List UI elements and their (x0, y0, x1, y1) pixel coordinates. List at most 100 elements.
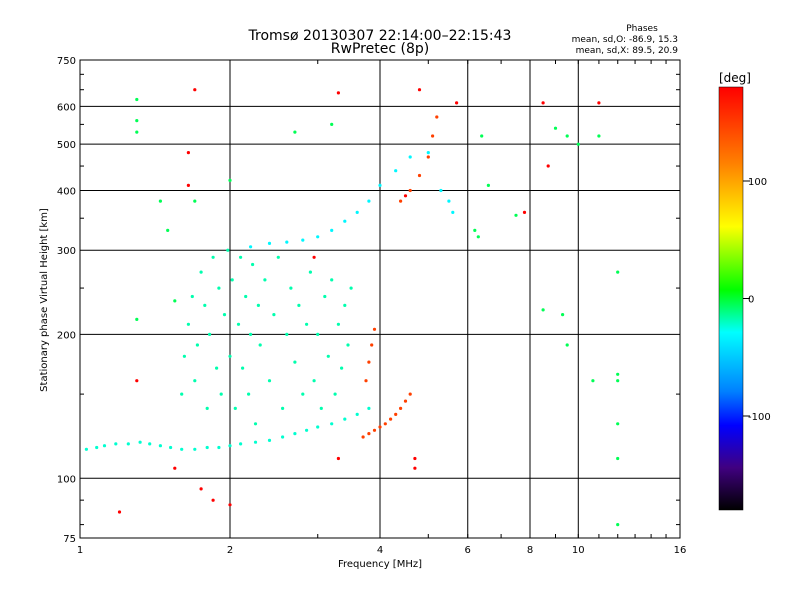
data-point (195, 343, 199, 347)
data-point (591, 379, 595, 383)
data-point (426, 155, 430, 159)
data-point (199, 270, 203, 274)
data-point (158, 199, 162, 203)
data-point (372, 428, 377, 432)
x-tick-label: 16 (674, 545, 687, 556)
data-point (565, 134, 569, 138)
data-point (480, 134, 484, 138)
data-point (173, 466, 177, 470)
legend-heading: Phases (626, 24, 658, 34)
data-point (249, 245, 253, 249)
colorbar-tick-label: 100 (748, 177, 767, 188)
data-point (355, 412, 359, 416)
data-point (367, 199, 371, 203)
data-point (203, 303, 207, 307)
data-point (367, 406, 371, 410)
data-point (403, 194, 408, 198)
data-point (330, 278, 334, 282)
x-tick-label: 4 (377, 545, 383, 556)
data-point (222, 313, 227, 317)
data-point (233, 406, 237, 410)
data-point (305, 428, 309, 432)
data-point (219, 392, 223, 396)
data-point (316, 332, 320, 336)
data-point (293, 130, 297, 134)
data-point (367, 360, 371, 364)
colorbar-tick-label: 0 (748, 295, 754, 306)
data-point (451, 210, 455, 214)
data-point (346, 343, 350, 347)
data-point (616, 422, 620, 426)
data-point (256, 303, 260, 307)
data-point (281, 435, 285, 439)
data-point (330, 122, 334, 126)
data-point (253, 422, 258, 426)
data-point (158, 444, 162, 448)
data-point (173, 299, 177, 303)
data-point (576, 142, 580, 146)
data-point (244, 294, 248, 299)
data-point (186, 322, 190, 326)
data-point (336, 91, 340, 95)
data-point (565, 343, 569, 347)
data-point (616, 372, 620, 376)
data-point (383, 422, 387, 426)
data-point (247, 392, 251, 396)
data-point (413, 466, 417, 470)
y-tick-label: 300 (57, 246, 76, 257)
data-point (258, 343, 262, 347)
data-point (426, 151, 430, 155)
data-point (522, 210, 527, 214)
data-point (190, 294, 194, 299)
data-point (251, 262, 255, 267)
data-point (253, 440, 258, 444)
data-point (399, 199, 403, 203)
data-point (117, 510, 122, 514)
data-point (114, 442, 118, 446)
data-point (239, 442, 243, 446)
colorbar-ticks: 100 0 -100 (743, 177, 771, 423)
data-point (435, 115, 439, 119)
data-point (293, 360, 297, 364)
data-point (205, 406, 209, 410)
chart-title: Tromsø 20130307 22:14:00–22:15:43 (248, 28, 512, 44)
data-point (455, 101, 459, 105)
data-point (349, 286, 353, 290)
y-axis-label: Stationary phase Virtual Height [km] (39, 208, 50, 392)
x-tick-label: 1 (77, 545, 83, 556)
data-point (217, 286, 221, 290)
data-point (215, 366, 219, 370)
data-point (230, 278, 234, 282)
data-point (297, 303, 301, 307)
data-point (616, 523, 620, 527)
data-point (413, 456, 417, 461)
data-point (408, 155, 412, 159)
data-point (228, 354, 232, 358)
data-point (208, 332, 212, 336)
data-point (301, 238, 305, 242)
data-point (316, 235, 320, 239)
data-point (263, 278, 267, 282)
x-axis-label: Frequency [MHz] (338, 559, 422, 570)
colorbar-tick-label: -100 (748, 412, 771, 423)
data-point (408, 188, 412, 193)
data-point (267, 241, 272, 245)
y-tick-label: 75 (63, 534, 76, 545)
data-point (473, 228, 477, 232)
y-tick-label: 500 (57, 140, 76, 151)
data-point (102, 444, 107, 448)
data-point (135, 119, 139, 123)
data-point (289, 286, 293, 290)
data-point (281, 406, 285, 410)
data-point (336, 322, 340, 326)
data-point (272, 313, 276, 317)
colorbar (718, 86, 744, 511)
data-point (276, 255, 280, 259)
data-point (193, 199, 197, 203)
data-point (193, 447, 197, 451)
data-point (205, 445, 209, 450)
data-point (514, 213, 518, 217)
data-point (561, 313, 565, 317)
legend-line-o: mean, sd,O: -86.9, 15.3 (572, 35, 678, 45)
data-point (486, 183, 490, 187)
